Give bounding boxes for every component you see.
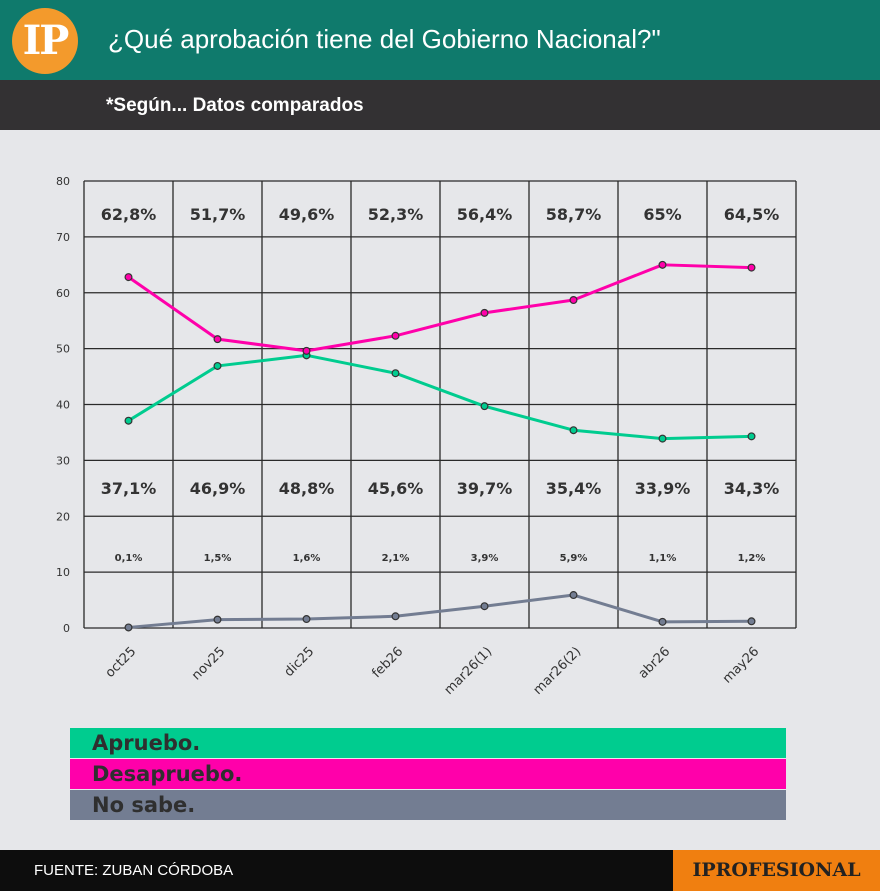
desapruebo-data-label: 51,7% xyxy=(190,205,246,224)
data-point-1 xyxy=(124,273,133,282)
y-tick-label: 10 xyxy=(56,566,70,579)
nosabe-data-label: 1,6% xyxy=(293,553,321,564)
x-tick-label: dic25 xyxy=(282,644,318,680)
apruebo-data-label: 39,7% xyxy=(457,479,513,498)
data-point-2 xyxy=(480,602,489,611)
data-point-0 xyxy=(391,369,400,378)
nosabe-data-label: 0,1% xyxy=(115,553,143,564)
legend-nosabe-label: No sabe. xyxy=(92,793,196,817)
desapruebo-data-label: 56,4% xyxy=(457,205,513,224)
y-tick-label: 30 xyxy=(56,454,70,467)
legend-apruebo: Apruebo. xyxy=(70,728,786,758)
data-point-2 xyxy=(124,623,133,632)
apruebo-data-label: 33,9% xyxy=(635,479,691,498)
chart-title: ¿Qué aprobación tiene del Gobierno Nacio… xyxy=(108,24,661,54)
y-tick-label: 70 xyxy=(56,231,70,244)
nosabe-data-label: 1,5% xyxy=(204,553,232,564)
data-point-1 xyxy=(213,335,222,344)
x-tick-label: may26 xyxy=(720,644,762,686)
desapruebo-data-label: 49,6% xyxy=(279,205,335,224)
data-point-0 xyxy=(480,402,489,411)
y-tick-label: 80 xyxy=(56,175,70,188)
x-tick-label: abr26 xyxy=(636,644,674,682)
data-point-1 xyxy=(747,263,756,272)
desapruebo-data-label: 62,8% xyxy=(101,205,157,224)
nosabe-data-label: 2,1% xyxy=(382,553,410,564)
y-tick-label: 0 xyxy=(63,622,70,635)
y-tick-label: 50 xyxy=(56,343,70,356)
data-point-2 xyxy=(658,617,667,626)
y-tick-label: 20 xyxy=(56,510,70,523)
apruebo-data-label: 46,9% xyxy=(190,479,246,498)
apruebo-data-label: 35,4% xyxy=(546,479,602,498)
header-bar xyxy=(0,0,880,80)
series-line-1 xyxy=(127,263,752,353)
nosabe-data-label: 3,9% xyxy=(471,553,499,564)
apruebo-data-label: 34,3% xyxy=(724,479,780,498)
data-point-1 xyxy=(480,308,489,317)
desapruebo-data-label: 52,3% xyxy=(368,205,424,224)
x-tick-label: mar26(2) xyxy=(531,644,585,698)
data-point-0 xyxy=(213,361,222,370)
legend-desapruebo-label: Desapruebo. xyxy=(92,762,243,786)
data-point-1 xyxy=(391,331,400,340)
apruebo-data-label: 45,6% xyxy=(368,479,424,498)
chart-subtitle: *Según... Datos comparados xyxy=(106,95,364,116)
data-point-0 xyxy=(124,416,133,425)
data-point-2 xyxy=(747,617,756,626)
data-point-1 xyxy=(658,260,667,269)
line-chart: 0 10 20 30 40 50 60 70 80 oct25 nov25 dic25 feb26 mar… xyxy=(56,175,797,698)
data-point-2 xyxy=(391,612,400,621)
desapruebo-data-label: 65% xyxy=(643,205,681,224)
data-point-1 xyxy=(569,296,578,305)
x-tick-label: nov25 xyxy=(189,644,228,683)
data-point-1 xyxy=(302,346,311,355)
data-point-2 xyxy=(302,615,311,624)
data-point-0 xyxy=(658,434,667,443)
subheader-bar xyxy=(0,80,880,130)
series-line-2 xyxy=(128,593,752,629)
x-tick-label: feb26 xyxy=(369,644,406,681)
x-tick-label: oct25 xyxy=(103,644,140,681)
data-point-2 xyxy=(569,591,578,600)
data-point-0 xyxy=(569,426,578,435)
series-line-0 xyxy=(127,353,752,441)
y-tick-label: 60 xyxy=(56,287,70,300)
nosabe-data-label: 1,1% xyxy=(649,553,677,564)
apruebo-data-label: 37,1% xyxy=(101,479,157,498)
ip-logo: IP xyxy=(12,8,78,74)
x-tick-label: mar26(1) xyxy=(442,644,496,698)
legend-apruebo-label: Apruebo. xyxy=(92,731,201,755)
nosabe-data-label: 1,2% xyxy=(738,553,766,564)
apruebo-data-label: 48,8% xyxy=(279,479,335,498)
legend-desapruebo: Desapruebo. xyxy=(70,759,786,789)
desapruebo-data-label: 58,7% xyxy=(546,205,602,224)
data-point-0 xyxy=(747,432,756,441)
desapruebo-data-label: 64,5% xyxy=(724,205,780,224)
nosabe-data-label: 5,9% xyxy=(560,553,588,564)
y-tick-label: 40 xyxy=(56,399,70,412)
brand-logo: IPROFESIONAL xyxy=(673,850,880,891)
source-text: FUENTE: ZUBAN CÓRDOBA xyxy=(34,862,234,879)
legend-nosabe: No sabe. xyxy=(70,790,786,820)
data-point-2 xyxy=(213,615,222,624)
